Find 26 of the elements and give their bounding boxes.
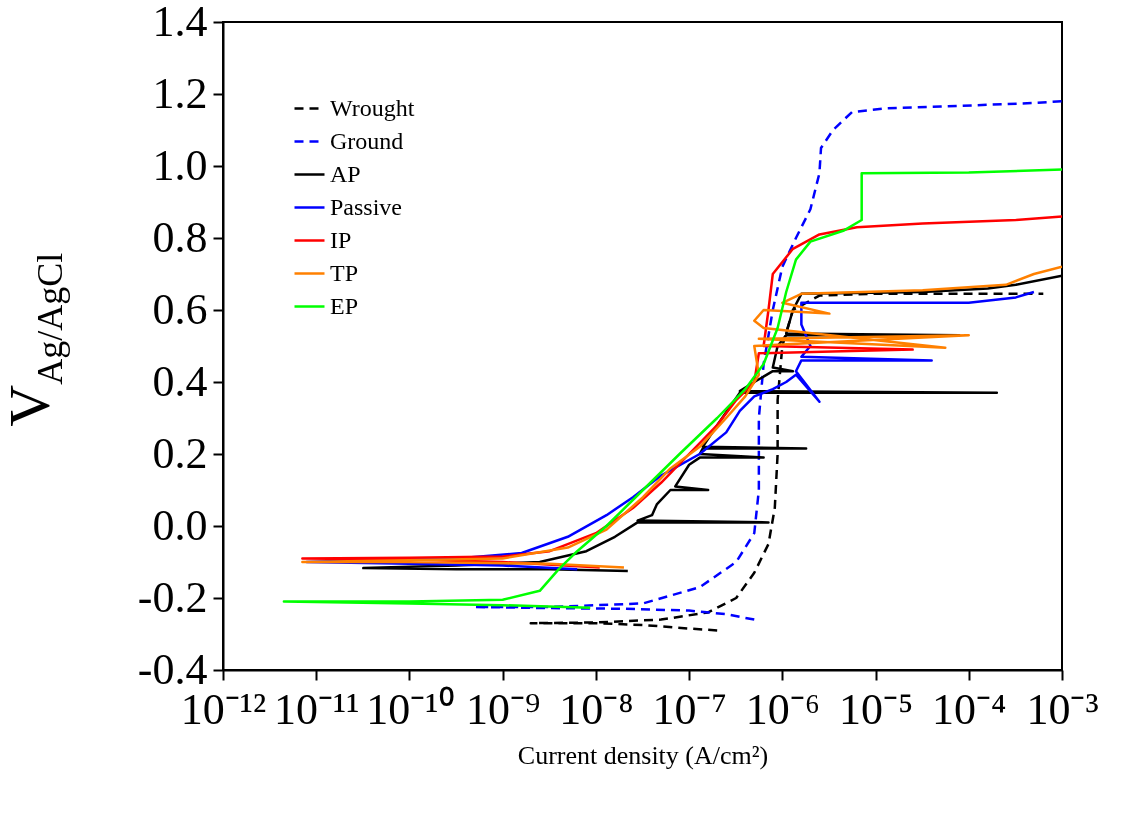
- y-tick-label: 1.2: [152, 68, 208, 118]
- legend-label: Wrought: [330, 94, 415, 121]
- y-tick-label: 1.4: [152, 0, 208, 46]
- legend-label: Ground: [330, 127, 404, 154]
- legend-label: Passive: [330, 193, 402, 220]
- legend-label: AP: [330, 160, 361, 187]
- x-tick-label: 10⁻⁵: [838, 684, 914, 734]
- y-tick-label: -0.2: [137, 572, 208, 622]
- y-tick-label: 0.0: [152, 500, 208, 550]
- y-tick-label: 0.8: [152, 212, 208, 262]
- x-tick-label: 10⁻⁸: [559, 684, 634, 734]
- legend-label: EP: [330, 292, 359, 319]
- x-tick-label: 10⁻³: [1026, 684, 1099, 734]
- y-tick-label: 0.2: [152, 428, 208, 478]
- x-tick-label: 10⁻⁶: [745, 684, 821, 734]
- x-tick-label: 10⁻¹¹: [274, 684, 360, 734]
- x-tick-label: 10⁻¹⁰: [366, 684, 454, 734]
- y-tick-label: 0.4: [152, 356, 208, 406]
- x-tick-label: 10⁻⁷: [652, 684, 727, 734]
- y-tick-label: 0.6: [152, 284, 208, 334]
- x-tick-label: 10⁻⁹: [465, 684, 541, 734]
- x-tick-label: 10⁻⁴: [932, 684, 1007, 734]
- legend-label: TP: [330, 259, 359, 286]
- x-axis-title: Current density (A/cm²): [517, 740, 769, 770]
- legend-label: IP: [330, 226, 352, 253]
- y-tick-label: 1.0: [152, 140, 208, 190]
